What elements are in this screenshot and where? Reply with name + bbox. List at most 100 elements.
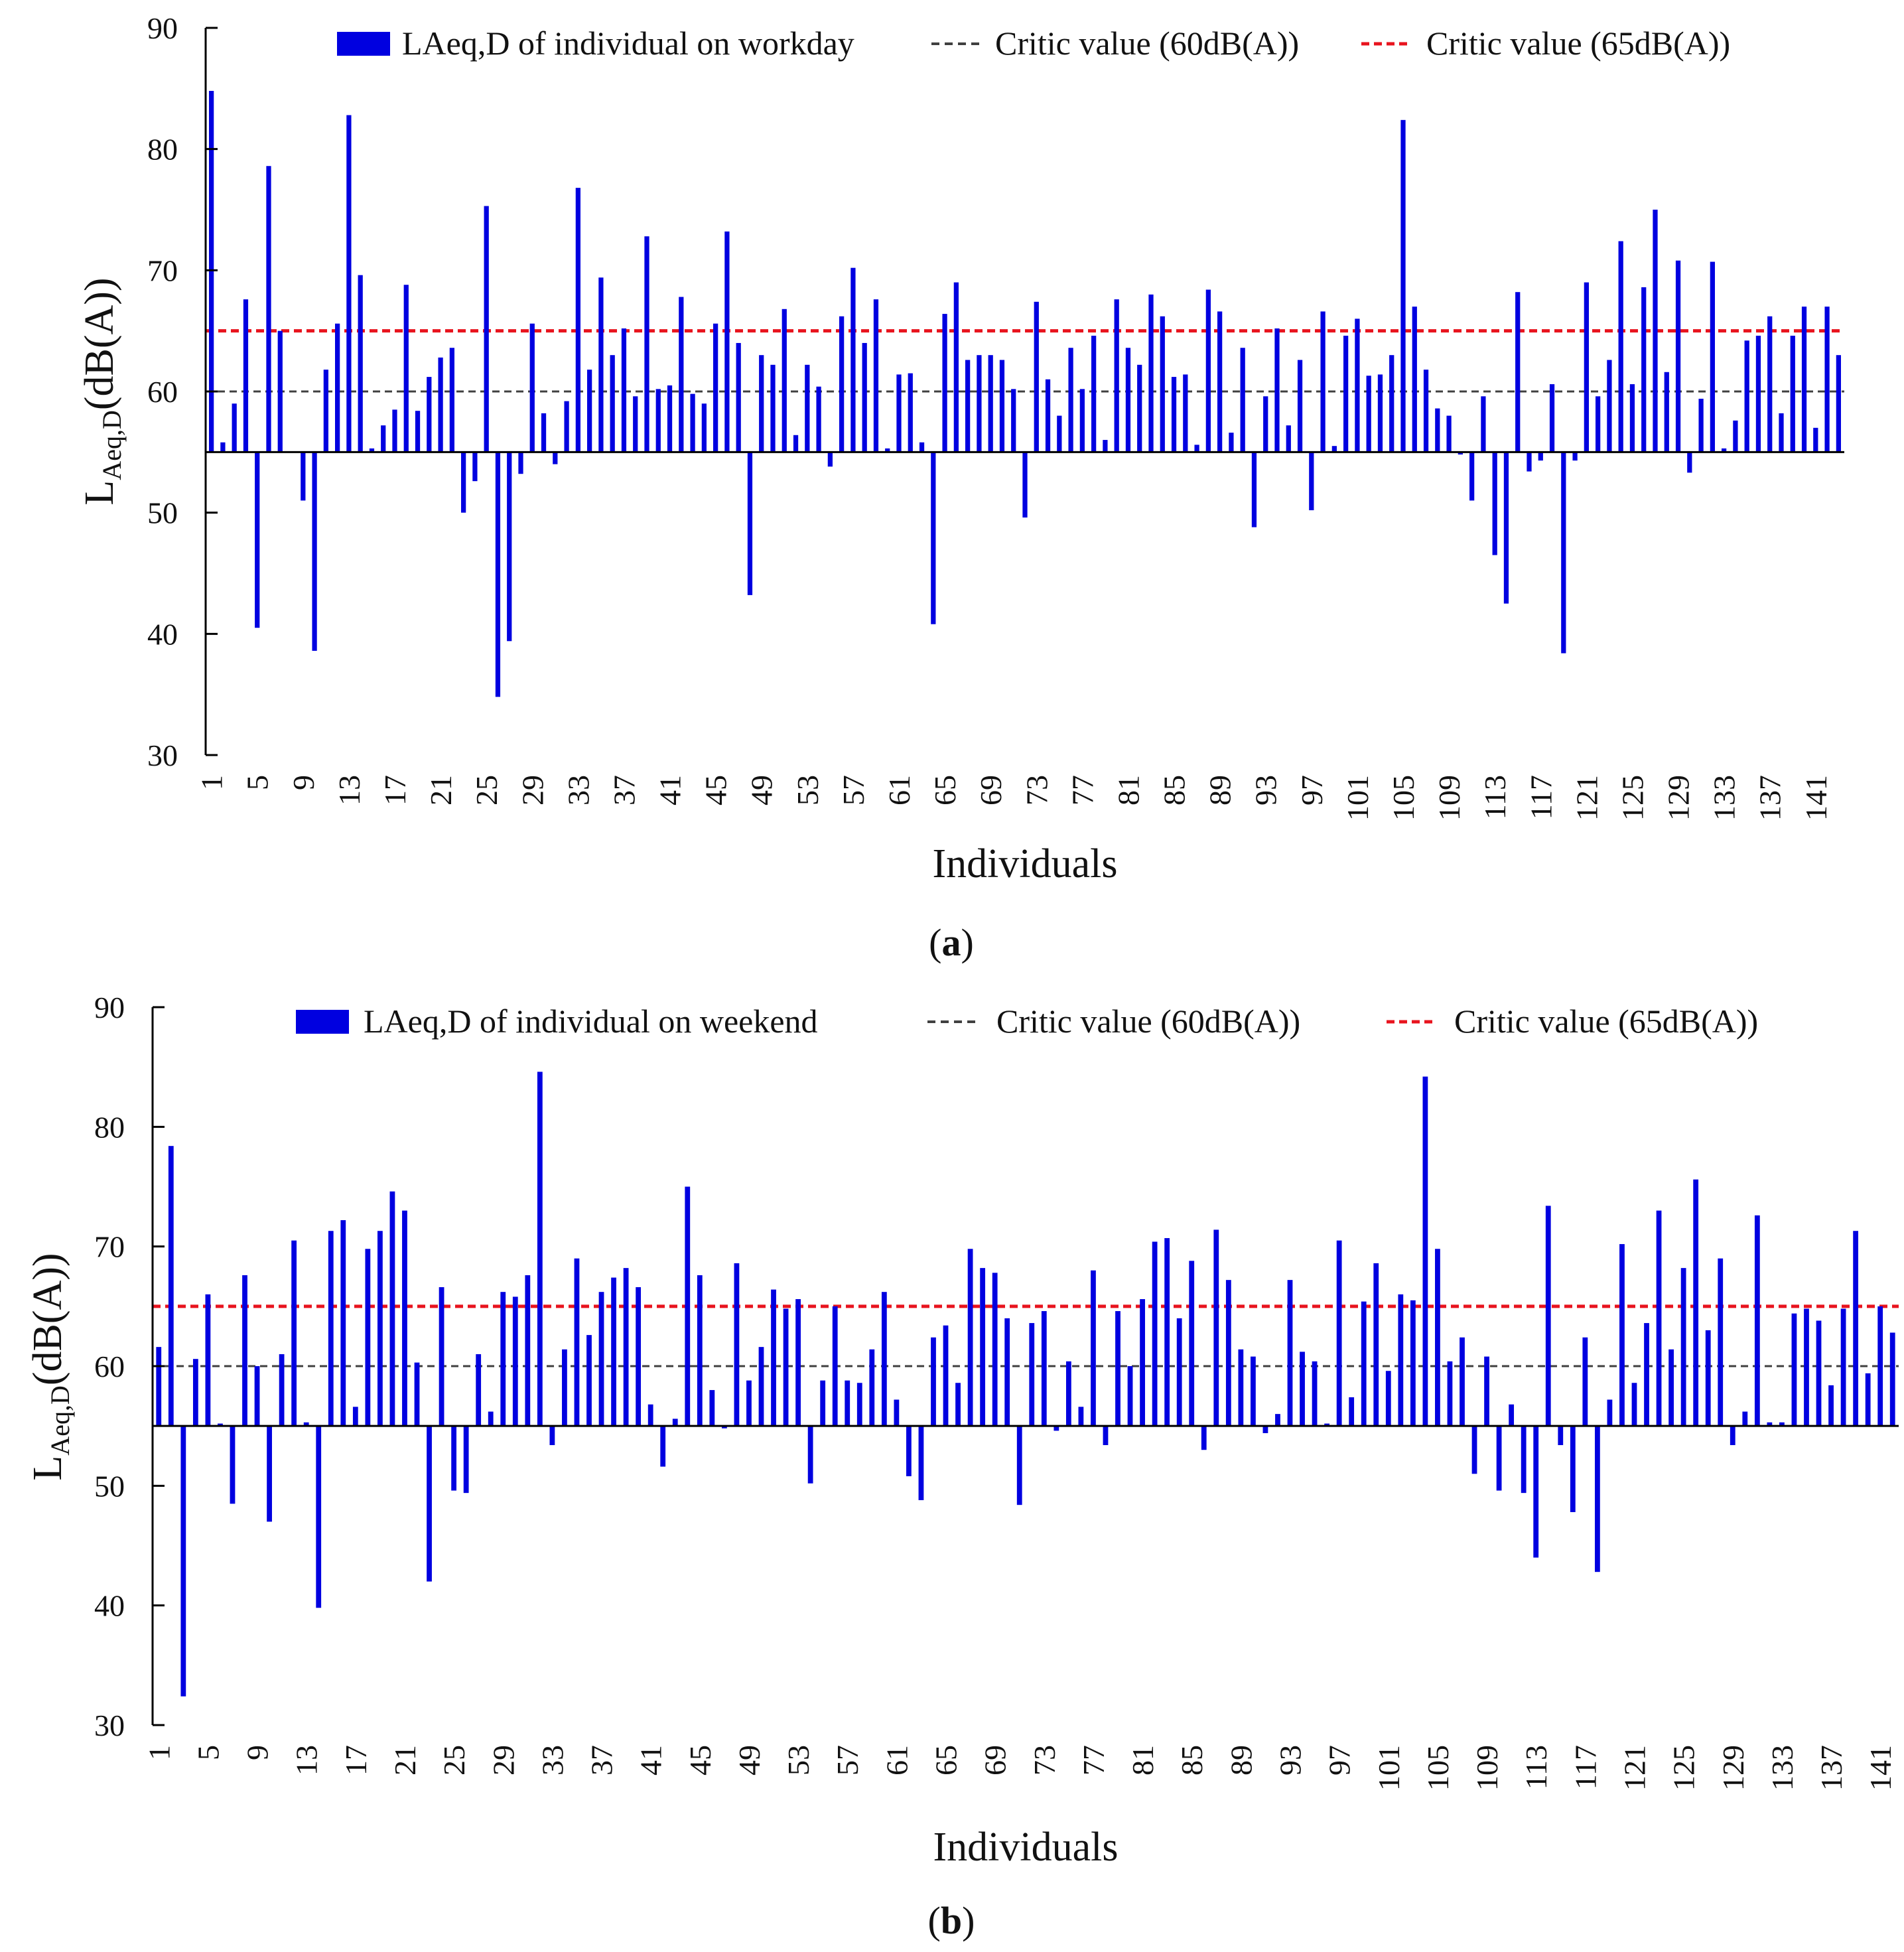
- x-tick-label: 125: [1615, 775, 1649, 821]
- bar-138: [1840, 1308, 1846, 1427]
- bar-38: [611, 1277, 616, 1427]
- bar-104: [1389, 355, 1394, 453]
- bar-122: [1644, 1323, 1649, 1427]
- x-tick-label: 109: [1470, 1745, 1504, 1791]
- x-tick-label: 5: [191, 1745, 225, 1760]
- bar-13: [303, 1422, 309, 1427]
- x-tick-label: 57: [831, 1745, 864, 1776]
- x-tick-label: 5: [241, 775, 275, 790]
- bar-10: [312, 452, 317, 651]
- bar-70: [1004, 1318, 1010, 1427]
- bar-41: [647, 1404, 653, 1427]
- bar-26: [463, 1426, 469, 1494]
- bar-18: [365, 1249, 371, 1427]
- bar-22: [414, 1362, 420, 1427]
- bar-110: [1496, 1426, 1502, 1491]
- bar-23: [427, 1426, 432, 1582]
- bar-130: [1687, 452, 1692, 473]
- bar-119: [1607, 1399, 1613, 1427]
- bar-40: [636, 1287, 642, 1427]
- bar-111: [1509, 1404, 1515, 1427]
- x-axis-title-b: Individuals: [933, 1825, 1119, 1870]
- bar-64: [931, 452, 936, 624]
- x-tick-label: 17: [339, 1745, 373, 1776]
- bar-118: [1549, 384, 1555, 453]
- x-tick-label: 81: [1126, 1745, 1160, 1776]
- bar-108: [1435, 408, 1440, 453]
- bar-3: [180, 1426, 186, 1697]
- bar-136: [1755, 335, 1761, 453]
- bar-93: [1263, 396, 1268, 453]
- bar-55: [827, 452, 833, 467]
- bar-15: [328, 1231, 334, 1427]
- x-tick-label: 73: [1028, 1745, 1061, 1776]
- x-tick-label: 37: [607, 775, 641, 805]
- bar-116: [1527, 452, 1532, 472]
- bar-25: [484, 206, 489, 453]
- bar-67: [967, 1249, 973, 1427]
- bar-56: [832, 1306, 838, 1427]
- bar-57: [845, 1380, 850, 1427]
- bar-94: [1274, 328, 1280, 453]
- bar-113: [1533, 1426, 1539, 1558]
- x-tick-label: 101: [1341, 775, 1375, 821]
- bar-23: [461, 452, 466, 513]
- bar-78: [1103, 1426, 1109, 1446]
- x-tick-label: 33: [535, 1745, 569, 1776]
- bar-52: [783, 1308, 789, 1427]
- bar-137: [1767, 316, 1773, 453]
- bar-79: [1103, 440, 1108, 453]
- bar-66: [955, 1383, 961, 1427]
- x-tick-label: 109: [1432, 775, 1466, 821]
- bar-48: [747, 452, 753, 595]
- x-tick-label: 97: [1323, 1745, 1357, 1776]
- bar-101: [1355, 318, 1360, 453]
- bar-11: [279, 1354, 285, 1427]
- bar-127: [1653, 210, 1658, 453]
- bar-127: [1705, 1330, 1711, 1427]
- bar-89: [1217, 311, 1223, 453]
- bar-130: [1742, 1411, 1748, 1427]
- bar-96: [1324, 1423, 1330, 1427]
- bar-69: [992, 1273, 998, 1427]
- x-tick-label: 137: [1753, 775, 1787, 821]
- bar-85: [1171, 377, 1177, 453]
- x-tick-label: 37: [585, 1745, 619, 1776]
- bar-29: [529, 323, 535, 453]
- bar-4: [243, 299, 249, 453]
- bar-134: [1791, 1313, 1797, 1427]
- bar-14: [358, 275, 363, 453]
- bar-117: [1538, 452, 1543, 461]
- bar-104: [1422, 1076, 1428, 1427]
- x-tick-label: 53: [782, 1745, 815, 1776]
- bar-50: [758, 1347, 764, 1427]
- legend-label-60-b: Critic value (60dB(A)): [996, 1003, 1300, 1040]
- legend-swatch-bars-a: [337, 32, 390, 56]
- bar-95: [1286, 425, 1291, 453]
- bar-32: [564, 401, 569, 453]
- bar-54: [807, 1426, 813, 1484]
- x-tick-label: 93: [1274, 1745, 1308, 1776]
- bar-103: [1410, 1300, 1416, 1427]
- bar-103: [1377, 374, 1383, 453]
- bar-43: [672, 1419, 678, 1427]
- bar-137: [1828, 1385, 1834, 1427]
- bar-114: [1503, 452, 1509, 604]
- bar-31: [553, 452, 558, 464]
- bar-34: [587, 370, 592, 453]
- bar-58: [856, 1383, 862, 1427]
- bar-60: [881, 1292, 887, 1427]
- bar-68: [980, 1268, 986, 1427]
- axes-b: 30 40 50 60 70 80 90 1 5 9 13 17 21 25 29 33 37 41 45 49 53 5…: [94, 991, 1899, 1791]
- x-tick-label: 1: [195, 775, 229, 790]
- chart-panel-a: 30 40 50 60 70 80 90 1 5 9 13 17 21 25 29 33 37 41 45 49 53 5…: [77, 11, 1844, 964]
- bar-131: [1754, 1215, 1760, 1427]
- bar-24: [439, 1287, 444, 1427]
- bar-105: [1435, 1249, 1440, 1427]
- bar-31: [525, 1275, 531, 1427]
- x-tick-label: 25: [437, 1745, 471, 1776]
- bar-84: [1176, 1318, 1182, 1427]
- bar-83: [1164, 1238, 1170, 1427]
- x-tick-label: 125: [1667, 1745, 1701, 1791]
- x-tick-label: 65: [928, 775, 962, 805]
